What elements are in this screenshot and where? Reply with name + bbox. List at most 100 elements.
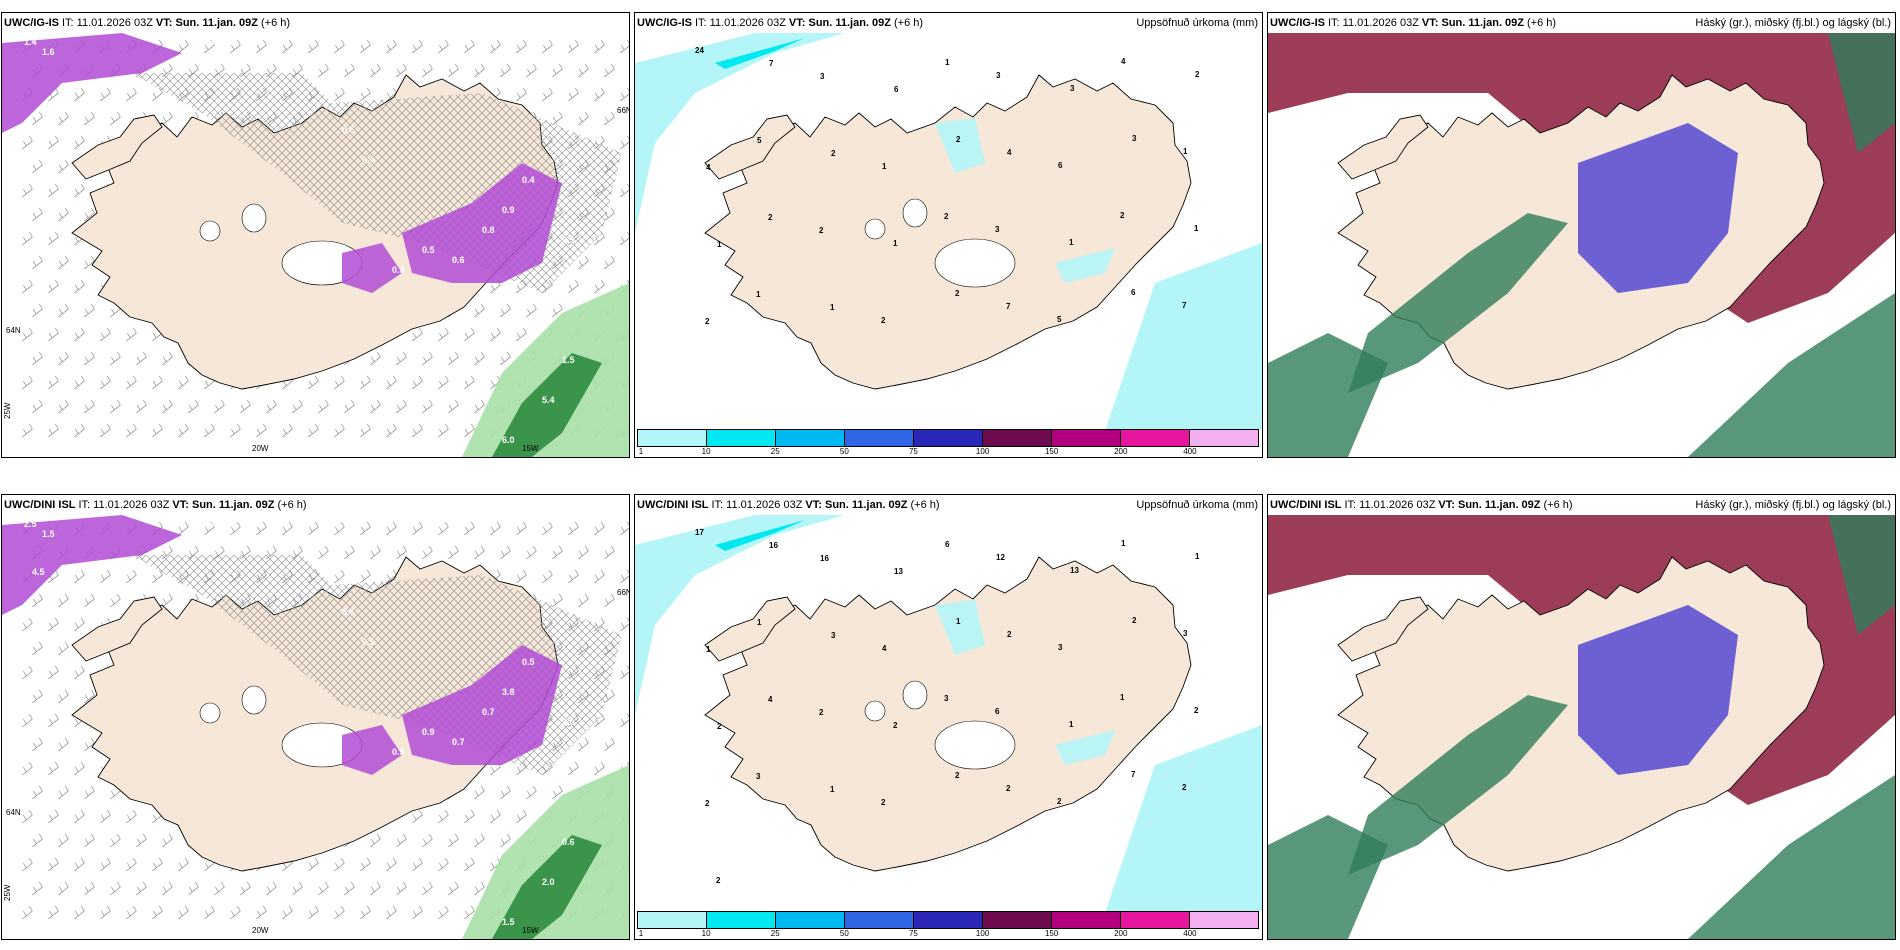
model-label: UWC/IG-IS	[4, 17, 59, 29]
lead-time-label: (+6 h)	[894, 17, 924, 29]
panel-header: UWC/IG-IS IT: 11.01.2026 03Z VT: Sun. 11.j…	[1268, 13, 1895, 33]
precip-value-label: 2	[1007, 630, 1012, 639]
lon-label-25w: 25W	[3, 884, 12, 901]
wind-value-label: 0.9	[502, 205, 515, 215]
precip-value-label: 2	[881, 316, 886, 325]
wind-value-label: 1.5	[502, 917, 515, 927]
panel-header: UWC/DINI ISL IT: 11.01.2026 03Z VT: Sun. 1…	[2, 495, 629, 515]
precip-value-label: 1	[1195, 552, 1200, 561]
field-title: Uppsöfnuð úrkoma (mm)	[1136, 499, 1258, 511]
precip-value-label: 2	[819, 708, 824, 717]
colorbar-cell	[1052, 912, 1121, 928]
precip-value-label: 6	[1131, 288, 1136, 297]
wind-value-label: 0.6	[562, 837, 575, 847]
precip-value-label: 7	[1131, 770, 1136, 779]
colorbar-label: 25	[770, 929, 780, 938]
valid-time-label: VT: Sun. 11.jan. 09Z	[805, 499, 908, 511]
wind-value-label: 3.0	[562, 717, 575, 727]
precip-value-label: 3	[820, 72, 825, 81]
wind-value-label: 0.4	[522, 175, 535, 185]
precip-value-label: 2	[955, 771, 960, 780]
precip-value-label: 2	[717, 722, 722, 731]
colorbar-label: 50	[839, 447, 849, 456]
precip-value-label: 1	[882, 162, 887, 171]
precip-area	[635, 515, 845, 715]
precip-value-label: 2	[705, 799, 710, 808]
colorbar-label: 200	[1114, 447, 1128, 456]
precip-value-label: 17	[695, 528, 704, 537]
precip-value-label: 7	[1182, 301, 1187, 310]
precip-value-label: 2	[716, 876, 721, 885]
colorbar-cell	[845, 430, 914, 446]
wind-value-label: 0.9	[422, 727, 435, 737]
colorbar-cell	[1121, 912, 1190, 928]
precip-value-label: 3	[1183, 629, 1188, 638]
purple-precip	[2, 515, 562, 775]
cloud-map	[1268, 515, 1895, 939]
precip-value-label: 1	[830, 785, 835, 794]
colorbar-cell	[914, 912, 983, 928]
colorbar-label: 25	[770, 447, 780, 456]
lead-time-label: (+6 h)	[277, 499, 307, 511]
precip-value-label: 13	[894, 567, 903, 576]
precip-value-label: 7	[1006, 302, 1011, 311]
lead-time-label: (+6 h)	[261, 17, 291, 29]
colorbar-cell	[1190, 430, 1258, 446]
wind-value-label: 1.6	[42, 47, 55, 57]
mid-cloud	[1578, 605, 1738, 775]
precip-value-label: 2	[705, 317, 710, 326]
map-panel-p1: UWC/IG-IS IT: 11.01.2026 03Z VT: Sun. 11.j…	[1, 12, 630, 458]
wind-value-label: 0.5	[342, 125, 355, 135]
colorbar-cell	[983, 430, 1052, 446]
colorbar-cell	[776, 912, 845, 928]
lon-label-15w: 15W	[522, 444, 539, 453]
precip-value-label: 3	[995, 225, 1000, 234]
colorbar-label: 400	[1183, 447, 1197, 456]
valid-time-label: VT: Sun. 11.jan. 09Z	[1421, 17, 1525, 29]
lat-label-64n: 64N	[6, 326, 21, 335]
precip-colorbar: 1 10 25 50 75 100 150 200 400	[635, 429, 1262, 457]
precip-value-label: 24	[695, 46, 704, 55]
lon-label-20w: 20W	[252, 926, 269, 935]
wind-value-label: 0.3	[392, 265, 405, 275]
precip-value-label: 2	[1182, 783, 1187, 792]
wind-value-label: 3.8	[502, 687, 515, 697]
colorbar-cell	[983, 912, 1052, 928]
lon-label-15w: 15W	[522, 926, 539, 935]
precip-value-label: 2	[955, 289, 960, 298]
precip-value-label: 3	[944, 694, 949, 703]
panel-header: UWC/DINI ISL IT: 11.01.2026 03Z VT: Sun. 1…	[635, 495, 1262, 515]
model-label: UWC/DINI ISL	[4, 499, 76, 511]
colorbar-cell	[707, 912, 776, 928]
wind-value-label: 1.5	[562, 355, 575, 365]
panel-header: UWC/IG-IS IT: 11.01.2026 03Z VT: Sun. 11.j…	[2, 13, 629, 33]
low-cloud	[1348, 695, 1568, 875]
colorbar-cell	[1190, 912, 1258, 928]
field-title: Uppsöfnuð úrkoma (mm)	[1136, 17, 1258, 29]
precip-value-label: 12	[996, 553, 1005, 562]
precip-value-label: 4	[1007, 148, 1012, 157]
wind-value-label: 0.4	[362, 155, 375, 165]
precip-value-label: 1	[1120, 693, 1125, 702]
precip-area-east	[1105, 725, 1262, 913]
wind-value-label: 5.4	[542, 395, 555, 405]
lat-label-66n: 66N	[617, 106, 629, 115]
precip-value-label: 3	[831, 631, 836, 640]
valid-time-label: VT: Sun. 11.jan. 09Z	[788, 17, 892, 29]
precip-value-label: 2	[768, 213, 773, 222]
valid-time-label: VT: Sun. 11.jan. 09Z	[172, 499, 275, 511]
init-time-label: IT: 11.01.2026 03Z	[1344, 499, 1436, 511]
green-precip	[462, 283, 629, 457]
precip-map: 1716161361213111134123232422361122312222…	[635, 515, 1262, 913]
colorbar-label: 1	[638, 447, 644, 456]
init-time-label: IT: 11.01.2026 03Z	[695, 17, 786, 29]
precip-value-label: 3	[1132, 134, 1137, 143]
precip-value-label: 2	[1057, 797, 1062, 806]
colorbar-cell	[776, 430, 845, 446]
lead-time-label: (+6 h)	[1527, 17, 1557, 29]
model-label: UWC/IG-IS	[1270, 17, 1325, 29]
wind-value-label: 0.8	[482, 225, 495, 235]
colorbar-label: 1	[638, 929, 644, 938]
model-label: UWC/DINI ISL	[1270, 499, 1342, 511]
precip-value-label: 1	[1183, 147, 1188, 156]
